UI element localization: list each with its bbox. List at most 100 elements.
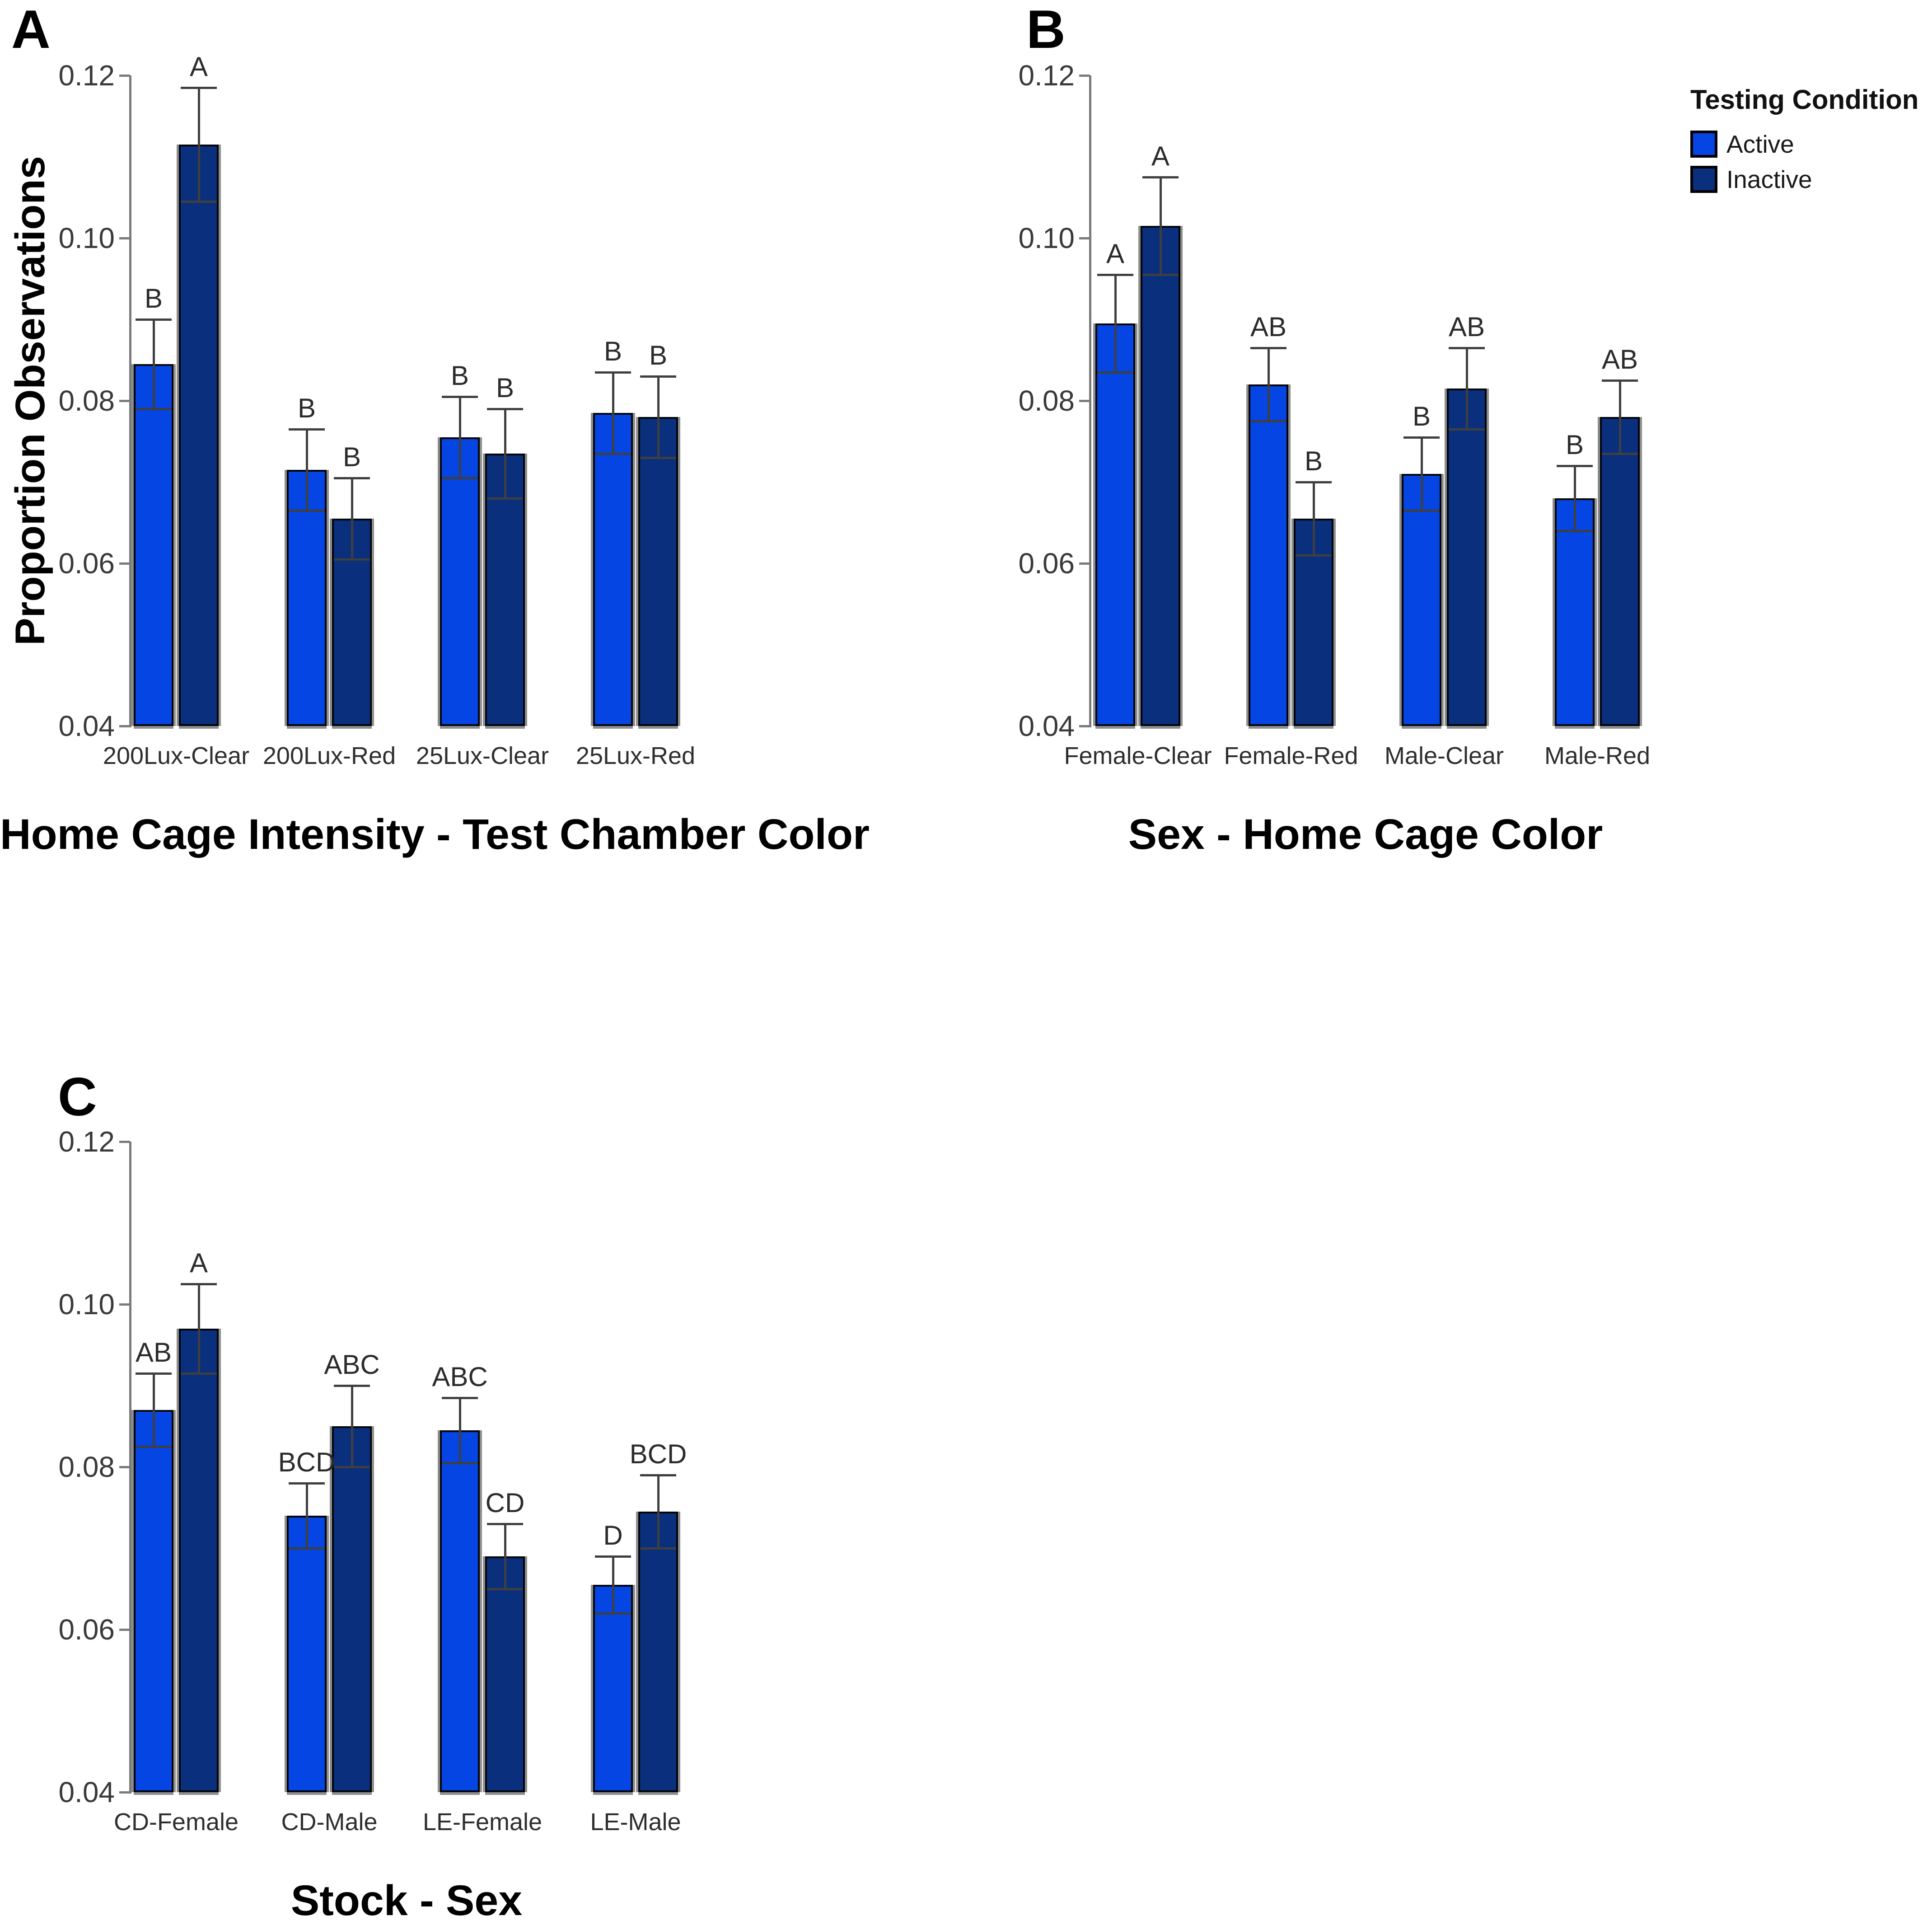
error-cap-top bbox=[487, 1523, 523, 1525]
legend-title: Testing Condition bbox=[1690, 84, 1919, 115]
y-axis-tick-label: 0.08 bbox=[58, 384, 115, 417]
error-bar-active-CD-Female bbox=[153, 1373, 155, 1447]
x-axis-category-label: Female-Clear bbox=[1064, 742, 1212, 769]
significance-letter-inactive-LE-Male: BCD bbox=[629, 1439, 687, 1469]
significance-letter-active-25Lux-Clear: B bbox=[450, 361, 469, 391]
error-bar-active-25Lux-Clear bbox=[459, 397, 461, 478]
error-cap-top bbox=[640, 375, 676, 378]
x-axis-category-label: 25Lux-Red bbox=[575, 742, 696, 769]
y-axis-tick-label: 0.04 bbox=[58, 1776, 115, 1808]
y-axis-tick bbox=[119, 1303, 130, 1306]
error-bar-active-25Lux-Red bbox=[612, 372, 614, 454]
y-axis-line bbox=[1089, 75, 1091, 727]
error-cap-top bbox=[289, 1482, 325, 1485]
error-cap-top bbox=[1250, 347, 1286, 349]
error-cap-bottom bbox=[1557, 530, 1593, 532]
error-cap-bottom bbox=[1403, 510, 1440, 512]
legend-item-inactive: Inactive bbox=[1690, 166, 1932, 193]
error-cap-top bbox=[1403, 436, 1440, 439]
x-axis-title-panel-a: Home Cage Intensity - Test Chamber Color bbox=[0, 810, 870, 858]
error-cap-bottom bbox=[442, 1462, 478, 1464]
y-axis-tick-label: 0.06 bbox=[58, 547, 115, 580]
bar-active-Male-Red bbox=[1555, 498, 1595, 726]
bar-active-Male-Clear bbox=[1402, 474, 1441, 726]
error-cap-bottom bbox=[1097, 371, 1133, 374]
error-cap-bottom bbox=[1602, 453, 1638, 455]
x-axis-title-panel-c: Stock - Sex bbox=[290, 1877, 523, 1925]
error-cap-bottom bbox=[487, 497, 523, 500]
error-bar-inactive-Male-Red bbox=[1619, 380, 1621, 454]
significance-letter-active-Female-Red: AB bbox=[1250, 312, 1287, 342]
panel-b-label: B bbox=[1026, 0, 1066, 60]
significance-letter-inactive-200Lux-Clear: A bbox=[189, 52, 208, 82]
error-cap-bottom bbox=[1449, 428, 1485, 431]
error-cap-top bbox=[1142, 176, 1179, 178]
y-axis-tick-label: 0.04 bbox=[58, 710, 115, 742]
error-cap-bottom bbox=[181, 201, 217, 203]
panel-c-label: C bbox=[58, 1067, 97, 1127]
error-bar-active-LE-Female bbox=[459, 1398, 461, 1463]
bar-active-25Lux-Clear bbox=[440, 437, 480, 726]
x-axis-category-label: LE-Female bbox=[422, 1808, 543, 1836]
y-axis-tick bbox=[119, 1466, 130, 1468]
bar-inactive-25Lux-Red bbox=[638, 417, 678, 726]
bar-active-CD-Male bbox=[287, 1516, 327, 1792]
bar-inactive-Female-Red bbox=[1294, 519, 1333, 726]
error-cap-bottom bbox=[595, 453, 631, 455]
bar-active-200Lux-Red bbox=[287, 470, 327, 726]
y-axis-tick-label: 0.08 bbox=[58, 1451, 115, 1483]
y-axis-tick bbox=[119, 1629, 130, 1631]
significance-letter-inactive-Male-Red: AB bbox=[1601, 344, 1638, 375]
bar-active-CD-Female bbox=[134, 1410, 173, 1792]
y-axis-tick-label: 0.12 bbox=[58, 59, 115, 92]
y-axis-tick bbox=[1079, 562, 1090, 565]
error-cap-bottom bbox=[1296, 554, 1332, 557]
y-axis-tick-label: 0.06 bbox=[1018, 547, 1075, 580]
error-cap-bottom bbox=[1142, 274, 1179, 276]
error-bar-inactive-Female-Red bbox=[1313, 482, 1315, 555]
error-bar-inactive-25Lux-Clear bbox=[504, 409, 506, 498]
error-cap-top bbox=[181, 87, 217, 89]
error-bar-inactive-Male-Clear bbox=[1466, 348, 1468, 429]
error-cap-top bbox=[181, 1283, 217, 1285]
significance-letter-inactive-200Lux-Red: B bbox=[342, 442, 361, 472]
error-bar-active-LE-Male bbox=[612, 1556, 614, 1613]
error-bar-inactive-200Lux-Red bbox=[351, 478, 353, 559]
significance-letter-active-200Lux-Clear: B bbox=[144, 283, 163, 314]
error-bar-inactive-200Lux-Clear bbox=[198, 88, 200, 201]
error-cap-top bbox=[334, 1385, 370, 1387]
bar-active-LE-Female bbox=[440, 1430, 480, 1792]
bar-active-Female-Clear bbox=[1095, 323, 1135, 726]
bar-active-Female-Red bbox=[1249, 384, 1288, 726]
y-axis-line bbox=[129, 75, 131, 727]
error-cap-bottom bbox=[442, 477, 478, 479]
bar-inactive-LE-Female bbox=[485, 1556, 525, 1792]
y-axis-tick bbox=[119, 1791, 130, 1794]
bar-inactive-CD-Male bbox=[332, 1426, 372, 1792]
error-bar-inactive-CD-Female bbox=[198, 1284, 200, 1373]
legend-swatch-active-icon bbox=[1690, 131, 1717, 158]
x-axis-category-label: LE-Male bbox=[590, 1808, 681, 1836]
y-axis-tick bbox=[119, 400, 130, 402]
legend-swatch-inactive-icon bbox=[1690, 166, 1717, 193]
error-cap-top bbox=[1097, 274, 1133, 276]
error-cap-top bbox=[136, 1372, 172, 1375]
significance-letter-inactive-CD-Female: A bbox=[189, 1248, 208, 1278]
y-axis-tick bbox=[119, 562, 130, 565]
bar-inactive-Male-Clear bbox=[1447, 389, 1487, 726]
error-cap-top bbox=[334, 477, 370, 479]
significance-letter-inactive-25Lux-Red: B bbox=[649, 340, 668, 370]
error-cap-bottom bbox=[334, 1466, 370, 1468]
x-axis-category-label: Female-Red bbox=[1224, 742, 1358, 769]
error-cap-top bbox=[595, 371, 631, 374]
x-axis-title-panel-b: Sex - Home Cage Color bbox=[1128, 810, 1603, 858]
error-bar-inactive-LE-Male bbox=[657, 1475, 660, 1548]
error-cap-bottom bbox=[136, 1446, 172, 1448]
y-axis-tick bbox=[119, 75, 130, 77]
x-axis-category-label: Male-Clear bbox=[1384, 742, 1504, 769]
significance-letter-active-LE-Female: ABC bbox=[432, 1362, 488, 1392]
error-cap-bottom bbox=[1250, 420, 1286, 422]
error-cap-top bbox=[442, 1397, 478, 1399]
error-bar-inactive-25Lux-Red bbox=[657, 376, 660, 458]
significance-letter-inactive-Female-Red: B bbox=[1304, 446, 1323, 476]
